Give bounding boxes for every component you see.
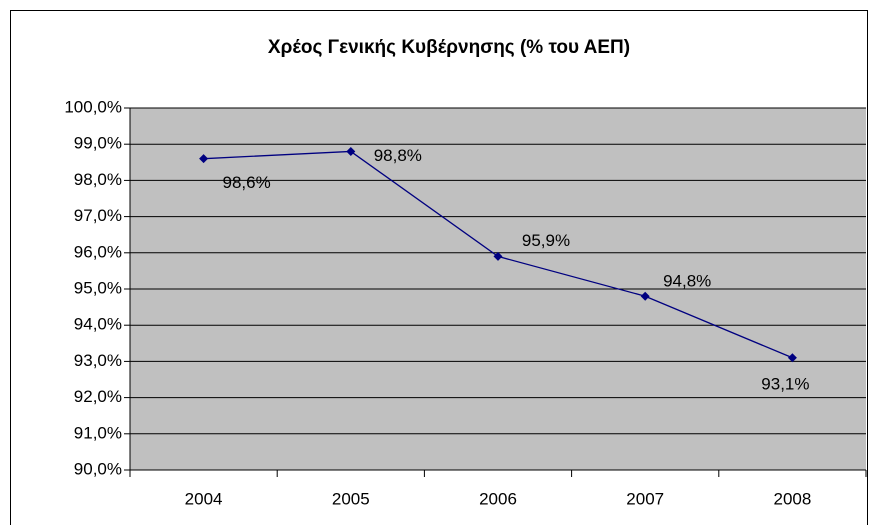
y-tick-label: 99,0% <box>74 134 122 153</box>
x-tick-label: 2008 <box>773 489 811 508</box>
y-tick-label: 100,0% <box>64 97 122 116</box>
point <box>493 251 503 261</box>
data-label: 93,1% <box>761 374 809 393</box>
point <box>787 353 797 363</box>
x-tick-label: 2005 <box>332 489 370 508</box>
x-tick-label: 2007 <box>626 489 664 508</box>
y-tick-label: 91,0% <box>74 423 122 442</box>
y-tick-label: 93,0% <box>74 351 122 370</box>
data-label: 98,8% <box>374 146 422 165</box>
x-tick-label: 2004 <box>185 489 223 508</box>
y-tick-label: 95,0% <box>74 278 122 297</box>
data-label: 98,6% <box>222 173 270 192</box>
point <box>346 146 356 156</box>
y-tick-label: 92,0% <box>74 387 122 406</box>
y-tick-label: 97,0% <box>74 206 122 225</box>
y-tick-label: 96,0% <box>74 242 122 261</box>
y-tick-label: 90,0% <box>74 459 122 478</box>
point <box>199 154 209 164</box>
y-tick-label: 98,0% <box>74 170 122 189</box>
y-tick-label: 94,0% <box>74 315 122 334</box>
x-tick-label: 2006 <box>479 489 517 508</box>
data-label: 95,9% <box>522 231 570 250</box>
data-label: 94,8% <box>663 272 711 291</box>
chart-title: Χρέος Γενικής Κυβέρνησης (% του ΑΕΠ) <box>268 37 630 58</box>
point <box>640 291 650 301</box>
